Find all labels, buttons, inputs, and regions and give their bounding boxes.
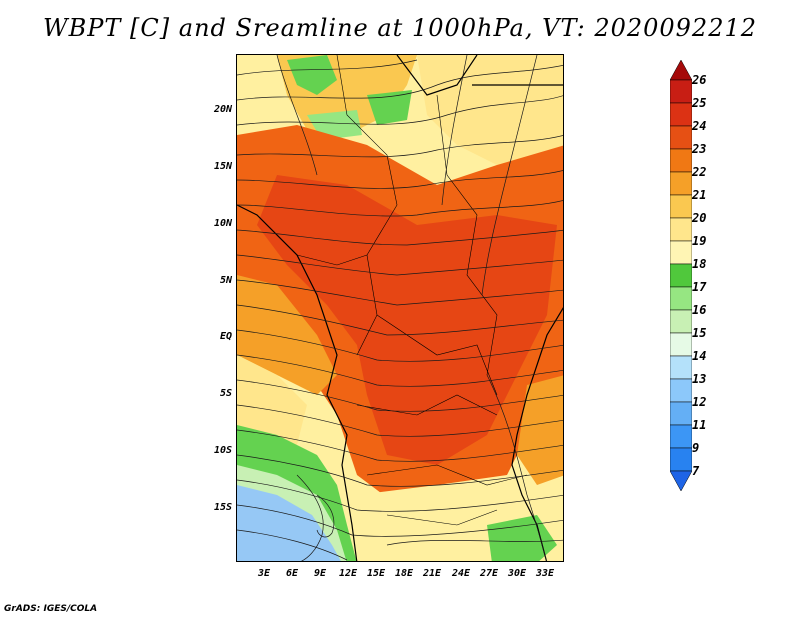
colorbar-segment xyxy=(670,263,692,288)
colorbar-tick-label: 9 xyxy=(692,441,700,455)
colorbar-tick-label: 14 xyxy=(692,349,707,363)
colorbar-segment xyxy=(670,102,692,127)
field-cold-blue xyxy=(237,485,341,561)
colorbar-segment xyxy=(670,309,692,334)
colorbar-tick-label: 18 xyxy=(692,257,707,271)
lon-label-3e: 3E xyxy=(257,568,271,579)
coastlines xyxy=(237,55,563,561)
colorbar-tick-label: 12 xyxy=(692,395,707,409)
colorbar-tick-label: 15 xyxy=(692,326,707,340)
lon-label-33e: 33E xyxy=(535,568,555,579)
green-patch-1 xyxy=(287,55,337,95)
colorbar-segment xyxy=(670,378,692,403)
lon-label-6e: 6E xyxy=(285,568,299,579)
colorbar-tick-label: 13 xyxy=(692,372,707,386)
colorbar-tick-label: 17 xyxy=(692,280,707,294)
lat-label-10s: 10S xyxy=(213,445,232,456)
country-borders xyxy=(296,55,528,526)
colorbar-segment xyxy=(670,148,692,173)
colorbar-segment xyxy=(670,424,692,449)
streamlines xyxy=(237,55,563,561)
colorbar-tick-label: 26 xyxy=(692,73,707,87)
colorbar-segment xyxy=(670,194,692,219)
lon-label-9e: 9E xyxy=(313,568,327,579)
lat-label-15s: 15S xyxy=(213,502,232,513)
lon-label-24e: 24E xyxy=(451,568,471,579)
field-east-coast xyxy=(517,375,563,485)
field-west-warm xyxy=(237,275,337,395)
colorbar-segment xyxy=(670,355,692,380)
green-patch-south-east xyxy=(487,515,557,561)
colorbar-segment xyxy=(670,332,692,357)
colorbar-segment xyxy=(670,240,692,265)
colorbar-tick-label: 21 xyxy=(692,188,707,202)
field-warm-core xyxy=(257,175,557,465)
colorbar-tick-label: 23 xyxy=(692,142,707,156)
colorbar-high-arrow xyxy=(670,60,692,81)
footer-credit: GrADS: IGES/COLA xyxy=(4,604,98,614)
colorbar-segments xyxy=(670,60,692,492)
colorbar-tick-label: 19 xyxy=(692,234,707,248)
colorbar-tick-label: 24 xyxy=(692,119,707,133)
colorbar-segment xyxy=(670,217,692,242)
lat-label-15n: 15N xyxy=(213,161,232,172)
lon-label-21e: 21E xyxy=(422,568,442,579)
lat-label-5s: 5S xyxy=(219,388,232,399)
colorbar-segment xyxy=(670,401,692,426)
colorbar-segment xyxy=(670,286,692,311)
lon-label-30e: 30E xyxy=(507,568,527,579)
lat-label-10n: 10N xyxy=(213,218,232,229)
colorbar xyxy=(670,60,692,492)
colorbar-tick-label: 11 xyxy=(692,418,707,432)
lon-label-27e: 27E xyxy=(479,568,499,579)
lon-label-15e: 15E xyxy=(366,568,386,579)
colorbar-segment xyxy=(670,447,692,472)
colorbar-segment xyxy=(670,171,692,196)
colorbar-tick-label: 7 xyxy=(692,464,700,478)
colorbar-low-arrow xyxy=(670,470,692,492)
colorbar-tick-label: 16 xyxy=(692,303,707,317)
lat-label-20n: 20N xyxy=(213,104,232,115)
colorbar-segment xyxy=(670,79,692,104)
colorbar-segment xyxy=(670,125,692,150)
lon-label-12e: 12E xyxy=(338,568,358,579)
field-west-mild xyxy=(237,355,307,445)
colorbar-tick-label: 22 xyxy=(692,165,707,179)
lon-label-18e: 18E xyxy=(394,568,414,579)
map-panel xyxy=(236,54,564,562)
map-title: WBPT [C] and Sreamline at 1000hPa, VT: 2… xyxy=(42,14,758,42)
lat-label-eq: EQ xyxy=(219,331,232,342)
wbpt-field-map xyxy=(237,55,563,561)
colorbar-tick-label: 20 xyxy=(692,211,707,225)
lat-label-5n: 5N xyxy=(219,275,232,286)
green-patch-2 xyxy=(367,90,412,125)
colorbar-tick-label: 25 xyxy=(692,96,707,110)
